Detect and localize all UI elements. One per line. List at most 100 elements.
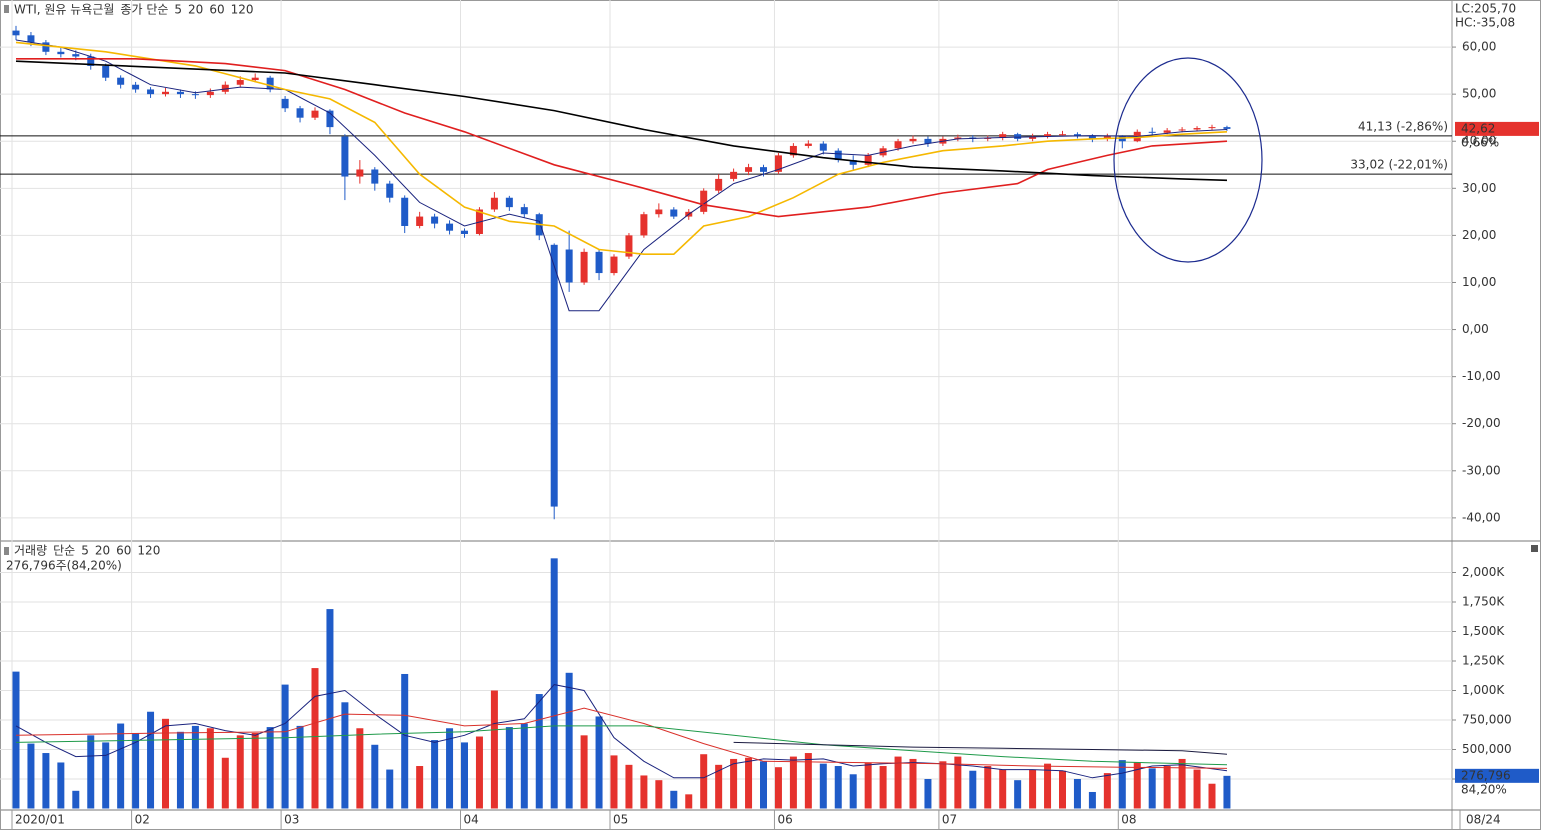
candle-body [57, 51, 65, 55]
candle-body [864, 155, 872, 165]
volume-bar [864, 762, 872, 809]
legend-entry: 120 [231, 3, 254, 17]
volume-bar [475, 736, 483, 809]
candle-body [132, 84, 140, 90]
x-tick-label: 04 [464, 813, 479, 827]
candle-body [565, 249, 573, 283]
candle-body [416, 216, 424, 226]
marks [0, 25, 1452, 809]
volume-bar [162, 718, 169, 809]
y-tick-label: 50,00 [1462, 87, 1496, 101]
candle-body [236, 80, 244, 85]
candle-body [924, 138, 932, 144]
y-tick-label: 40,00 [1462, 134, 1496, 148]
volume-bar [760, 761, 767, 809]
volume-bar [356, 728, 364, 809]
candle-body [1193, 128, 1201, 130]
ma-line [15, 41, 1228, 255]
candle-body [1148, 131, 1156, 133]
candle-body [311, 110, 319, 118]
volume-bar [236, 735, 244, 809]
chart-title: WTI, 원유 뉴욕근월 [14, 3, 114, 17]
volume-bar [535, 694, 543, 809]
volume-bar [281, 684, 289, 809]
volume-bar [1178, 758, 1186, 809]
volume-bar [416, 766, 424, 809]
volume-bar [1103, 773, 1111, 809]
volume-bar [1088, 791, 1096, 809]
last-price-box [1455, 121, 1539, 136]
volume-bar [550, 558, 558, 809]
volume-bar [1163, 766, 1171, 809]
candle-body [1118, 136, 1126, 142]
last-volume-label: 276,796 [1461, 768, 1511, 782]
candle-body [42, 42, 50, 52]
legend-entry: 20 [188, 3, 203, 17]
reference-label: 33,02 (-22,01%) [1350, 158, 1448, 172]
legend-entry: 5 [81, 544, 89, 558]
x-tick-label: 07 [942, 813, 957, 827]
y-tick-label: 500,000 [1462, 742, 1512, 756]
volume-bar [520, 723, 528, 809]
candle-body [954, 137, 962, 139]
volume-bar [326, 609, 334, 809]
volume-bar [685, 794, 693, 809]
volume-bar [1118, 760, 1126, 809]
volume-bar [1193, 769, 1201, 809]
candle-body [281, 98, 289, 109]
candle-body [774, 155, 782, 172]
y-tick-label: -30,00 [1462, 463, 1501, 477]
volume-bar [879, 766, 887, 809]
volume-bar [789, 756, 797, 809]
legend-entry: 5 [174, 3, 182, 17]
lc-label: LC:205,70 [1455, 2, 1516, 16]
volume-bar [999, 769, 1007, 809]
x-end-label: 08/24 [1466, 813, 1501, 827]
x-tick-label: 06 [777, 813, 792, 827]
volume-bar [700, 754, 708, 809]
candle-body [87, 56, 95, 66]
volume-bar [745, 757, 753, 809]
candle-body [27, 35, 35, 43]
volume-bar [42, 753, 50, 809]
y-tick-label: -10,00 [1462, 369, 1501, 383]
panel-icon[interactable] [1531, 545, 1538, 552]
volume-bar [431, 740, 439, 809]
candle-body [341, 136, 349, 177]
volume-bar [834, 766, 842, 809]
candle-body [221, 84, 229, 92]
volume-bar [72, 790, 80, 809]
y-tick-label: 30,00 [1462, 181, 1496, 195]
chart-title: 거래량 [14, 544, 47, 558]
candle-body [580, 251, 588, 283]
candle-body [610, 256, 618, 274]
volume-bar [1073, 779, 1081, 809]
candle-body [1208, 127, 1216, 129]
candle-body [849, 160, 857, 165]
volume-bar [490, 690, 498, 809]
volume-bar [266, 727, 274, 809]
volume-bar [117, 723, 125, 809]
legend-entry: 60 [116, 544, 131, 558]
candle-body [72, 54, 80, 57]
candle-body [431, 216, 439, 224]
y-tick-label: 20,00 [1462, 228, 1496, 242]
last-price-label: 42,62 [1461, 121, 1495, 135]
volume-bar [1133, 762, 1141, 809]
axis-panel [1452, 0, 1541, 830]
candle-body [326, 110, 334, 128]
candle-body [296, 108, 304, 118]
candle-body [1223, 127, 1231, 129]
candle-body [1073, 134, 1081, 136]
y-tick-label: -40,00 [1462, 510, 1501, 524]
volume-bar [1014, 780, 1022, 809]
volume-bar [819, 763, 827, 809]
volume-bar [27, 743, 35, 809]
volume-summary: 276,796주(84,20%) [6, 559, 122, 573]
volume-bar [1208, 783, 1216, 809]
candle-body [715, 178, 723, 191]
candle-body [386, 183, 394, 198]
legend-entry: 20 [95, 544, 110, 558]
ratio-label: 84,20% [1461, 782, 1507, 796]
